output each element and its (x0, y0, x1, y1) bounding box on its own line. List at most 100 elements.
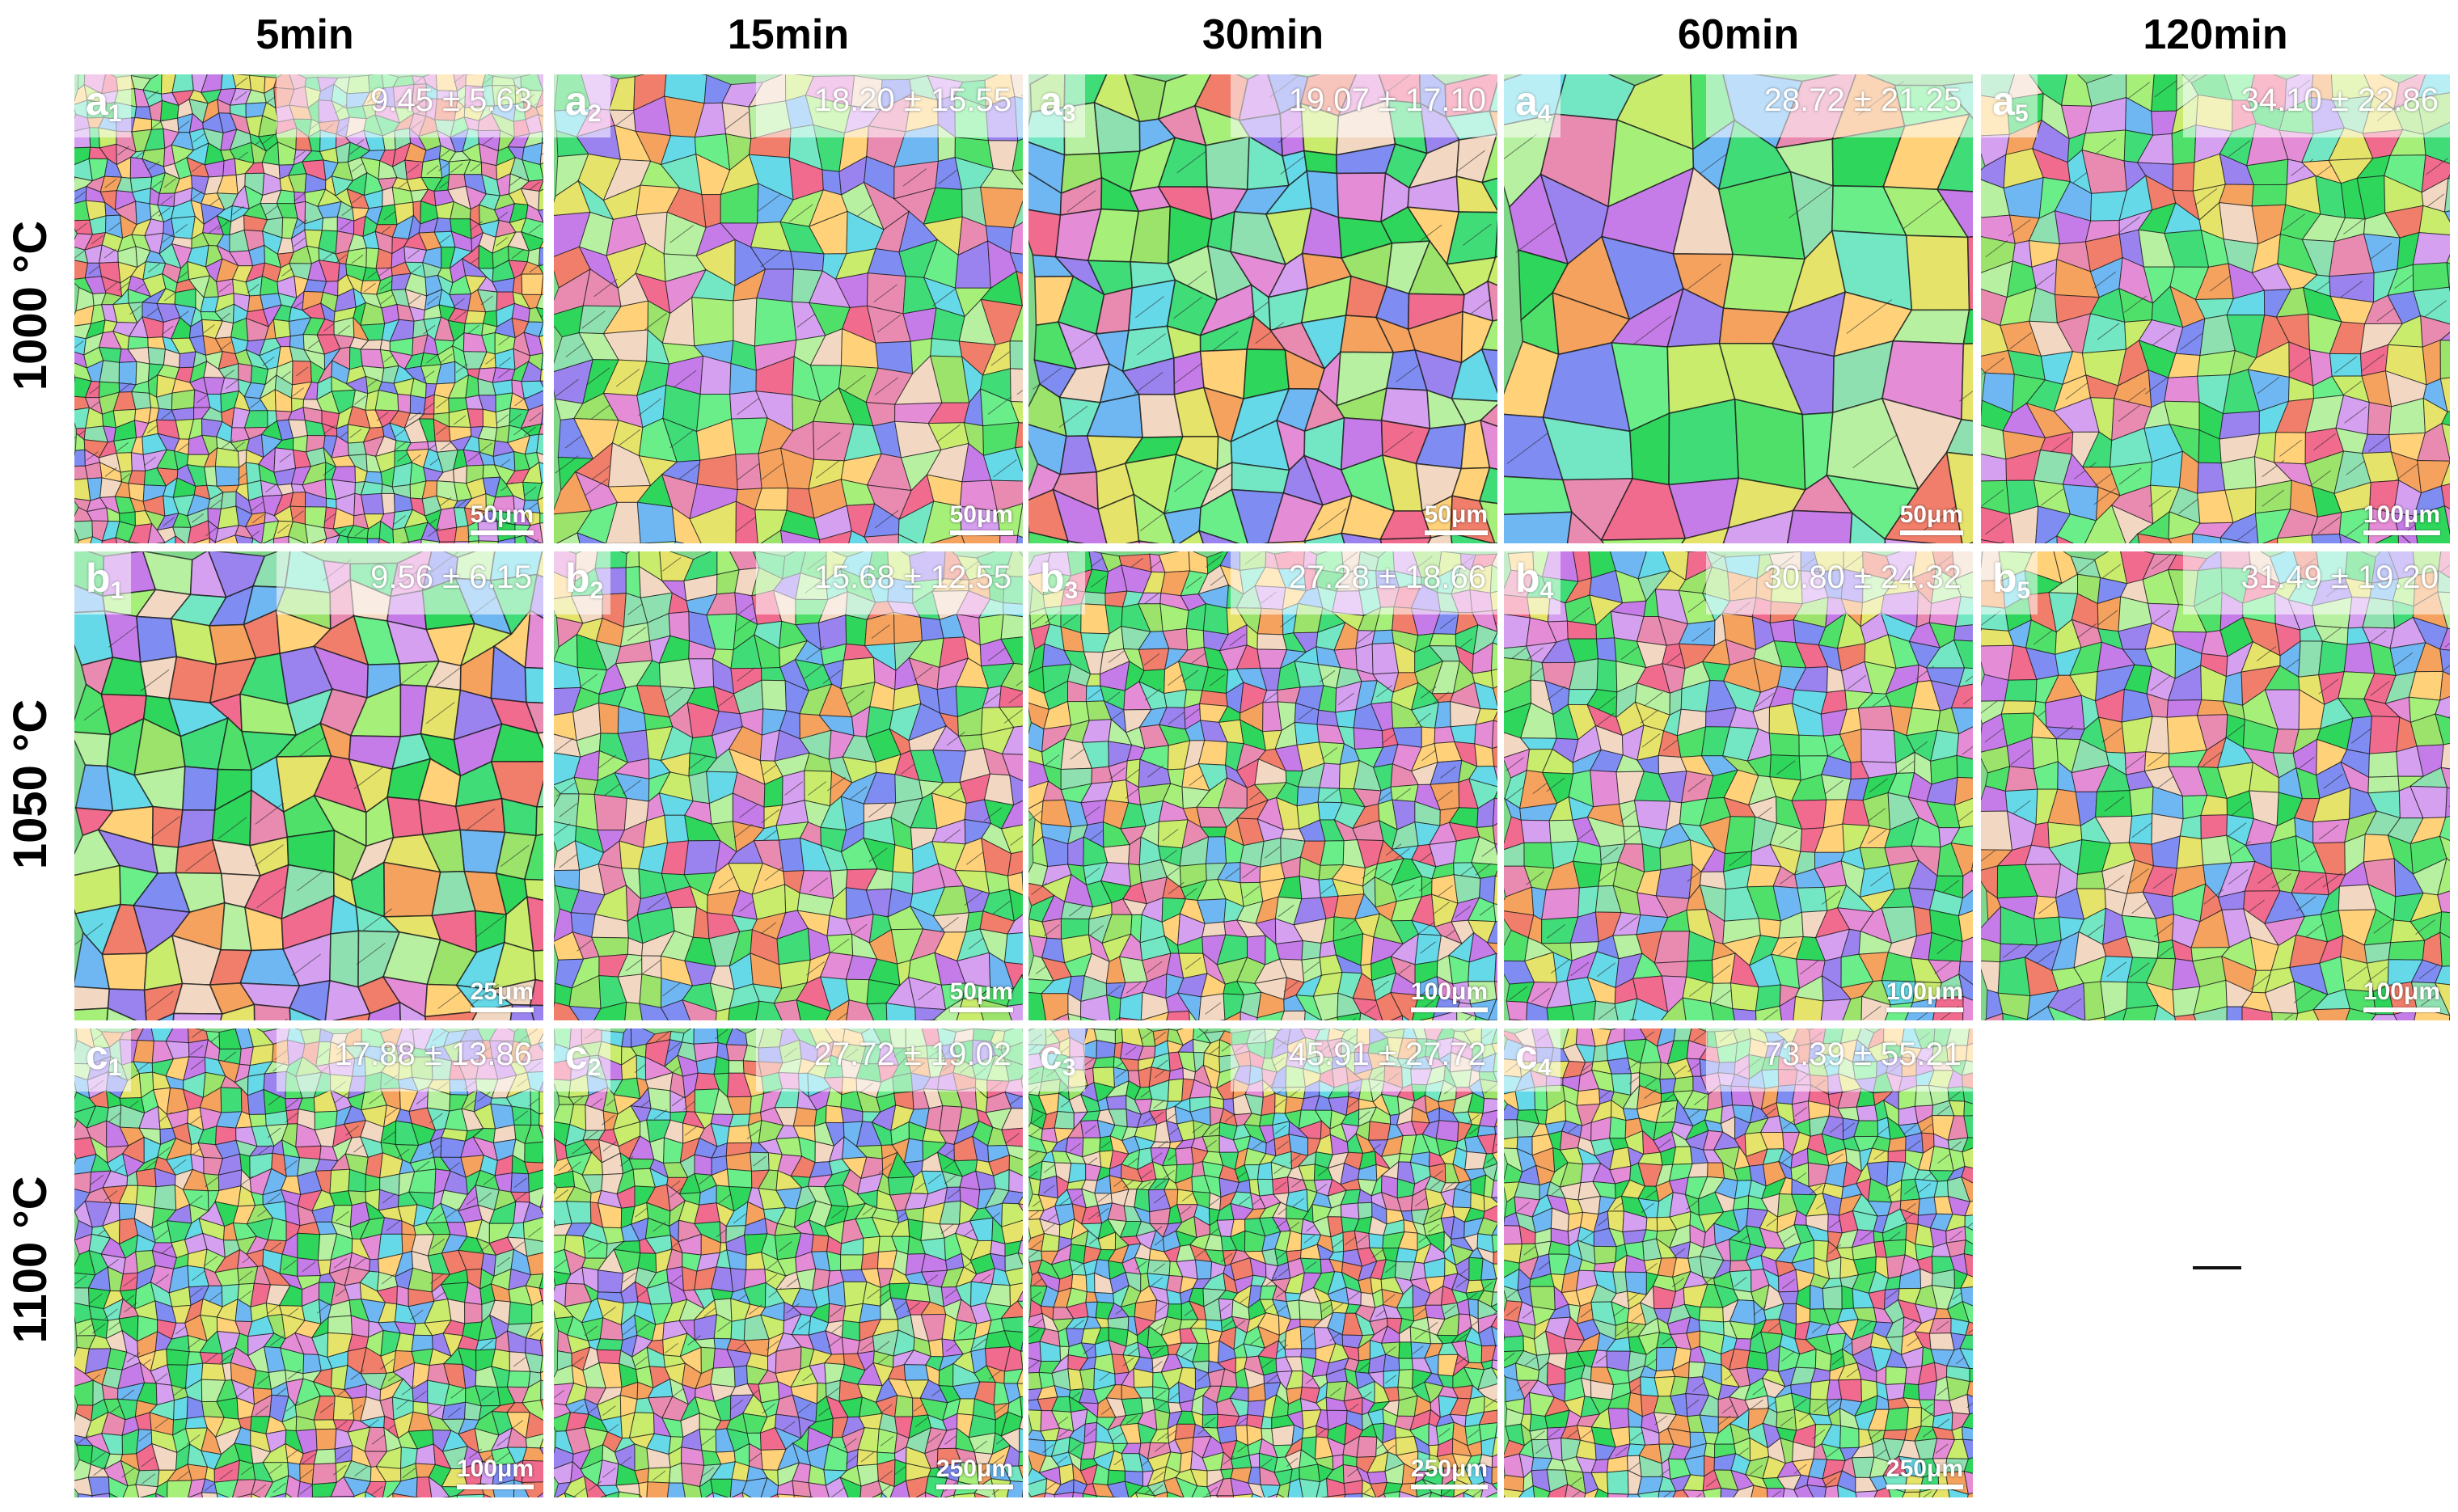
scale-bar-label: 100μm (1886, 978, 1963, 1005)
grain-orientation-map (74, 1028, 543, 1497)
panel-letter-main: c (86, 1033, 108, 1078)
grain-orientation-map (1981, 551, 2450, 1020)
panel-label-strip: a5 34.10 ± 22.86 (1981, 74, 2450, 137)
scale-bar: 25μm (470, 978, 534, 1012)
column-header-15min: 15min (727, 11, 850, 58)
grain-size-stat: 18.20 ± 15.55 (813, 82, 1011, 118)
scale-bar: 100μm (1886, 978, 1963, 1012)
grain-size-stat: 45.91 ± 27.72 (1288, 1037, 1486, 1072)
grain-size-stat: 19.07 ± 17.10 (1288, 82, 1486, 118)
scale-bar-label: 50μm (1899, 501, 1963, 528)
scale-bar: 50μm (1899, 501, 1963, 535)
grain-orientation-map (74, 74, 543, 543)
scale-bar: 50μm (470, 501, 534, 535)
scale-bar-label: 100μm (1410, 978, 1488, 1005)
panel-letter-subscript: 2 (587, 100, 602, 127)
panel-label-strip: b5 31.49 ± 19.20 (1981, 551, 2450, 615)
scale-bar-label: 50μm (470, 501, 534, 528)
panel-label-strip: b1 9.56 ± 6.15 (74, 551, 543, 615)
ebsd-panel-c1: c1 17.88 ± 13.86 100μm (74, 1028, 543, 1497)
panel-letter: c4 (1515, 1032, 1552, 1082)
scale-bar: 250μm (1410, 1455, 1488, 1489)
ebsd-panel-c2: c2 27.72 ± 19.02 250μm (554, 1028, 1023, 1497)
scale-bar-line (2363, 530, 2440, 535)
ebsd-panel-b4: b4 30.80 ± 24.32 100μm (1504, 551, 1973, 1020)
ebsd-panel-a4: a4 28.72 ± 21.25 50μm (1504, 74, 1973, 543)
scale-bar: 100μm (2363, 978, 2440, 1012)
column-header-5min: 5min (256, 11, 354, 58)
scale-bar-label: 50μm (949, 501, 1013, 528)
scale-bar-label: 50μm (1424, 501, 1488, 528)
panel-letter-subscript: 4 (1539, 577, 1554, 604)
ebsd-panel-c3: c3 45.91 ± 27.72 250μm (1028, 1028, 1497, 1497)
panel-letter-subscript: 5 (2014, 100, 2029, 127)
scale-bar: 100μm (456, 1455, 534, 1489)
scale-bar-label: 250μm (935, 1455, 1013, 1482)
panel-letter: a2 (565, 78, 602, 128)
panel-letter-subscript: 4 (1537, 100, 1552, 127)
panel-letter-main: b (1992, 555, 2017, 601)
row-header-1000C: 1000 °C (4, 220, 57, 391)
scale-bar: 250μm (935, 1455, 1013, 1489)
scale-bar-line (949, 1007, 1013, 1012)
panel-letter-main: b (86, 555, 111, 601)
column-header-30min: 30min (1202, 11, 1324, 58)
grain-orientation-map (1981, 74, 2450, 543)
panel-letter-main: a (1992, 78, 2015, 124)
grain-orientation-map (1028, 1028, 1497, 1497)
ebsd-panel-c4: c4 73.39 ± 55.21 250μm (1504, 1028, 1973, 1497)
grain-size-stat: 15.68 ± 12.55 (813, 560, 1011, 595)
panel-letter: c3 (1040, 1032, 1076, 1082)
panel-letter: c2 (565, 1032, 602, 1082)
scale-bar-label: 50μm (949, 978, 1013, 1005)
scale-bar-line (470, 530, 534, 535)
panel-letter-main: b (1515, 555, 1540, 601)
grain-orientation-map (1504, 74, 1973, 543)
grain-orientation-map (1504, 1028, 1973, 1497)
scale-bar-label: 25μm (470, 978, 534, 1005)
panel-letter-subscript: 3 (1064, 577, 1079, 604)
panel-label-strip: c1 17.88 ± 13.86 (74, 1028, 543, 1092)
scale-bar-line (470, 1007, 534, 1012)
panel-letter: b4 (1515, 555, 1553, 605)
scale-bar-label: 250μm (1410, 1455, 1488, 1482)
panel-letter-main: a (565, 78, 588, 124)
ebsd-panel-b1: b1 9.56 ± 6.15 25μm (74, 551, 543, 1020)
grain-orientation-map (1028, 551, 1497, 1020)
row-header-1100C: 1100 °C (4, 1176, 57, 1344)
grain-size-stat: 34.10 ± 22.86 (2240, 82, 2439, 118)
panel-letter-main: c (565, 1033, 588, 1078)
scale-bar-label: 250μm (1886, 1455, 1963, 1482)
panel-letter-main: a (86, 78, 108, 124)
scale-bar-line (2363, 1007, 2440, 1012)
panel-letter: c1 (86, 1032, 122, 1082)
scale-bar-line (1886, 1007, 1963, 1012)
grain-size-stat: 27.28 ± 18.66 (1288, 560, 1486, 595)
panel-letter-subscript: 3 (1062, 100, 1076, 127)
grain-orientation-map (74, 551, 543, 1020)
panel-letter: a4 (1515, 78, 1552, 128)
scale-bar-line (949, 530, 1013, 535)
panel-letter-subscript: 5 (2017, 577, 2031, 604)
scale-bar: 250μm (1886, 1455, 1963, 1489)
panel-letter-main: b (1040, 555, 1065, 601)
scale-bar: 50μm (949, 978, 1013, 1012)
scale-bar-label: 100μm (2363, 501, 2440, 528)
column-header-60min: 60min (1677, 11, 1800, 58)
scale-bar-line (935, 1485, 1013, 1489)
scale-bar-line (456, 1485, 534, 1489)
ebsd-panel-b2: b2 15.68 ± 12.55 50μm (554, 551, 1023, 1020)
grain-size-stat: 28.72 ± 21.25 (1763, 82, 1962, 118)
ebsd-panel-a3: a3 19.07 ± 17.10 50μm (1028, 74, 1497, 543)
panel-letter-subscript: 2 (587, 1054, 602, 1081)
grain-size-stat: 30.80 ± 24.32 (1763, 560, 1962, 595)
ebsd-panel-b5: b5 31.49 ± 19.20 100μm (1981, 551, 2450, 1020)
panel-label-strip: a3 19.07 ± 17.10 (1028, 74, 1497, 137)
panel-label-strip: c4 73.39 ± 55.21 (1504, 1028, 1973, 1092)
scale-bar: 100μm (1410, 978, 1488, 1012)
panel-letter-main: c (1515, 1033, 1538, 1078)
grain-size-stat: 73.39 ± 55.21 (1763, 1037, 1962, 1072)
grain-size-stat: 17.88 ± 13.86 (334, 1037, 532, 1072)
panel-label-strip: a4 28.72 ± 21.25 (1504, 74, 1973, 137)
ebsd-panel-a1: a1 9.45 ± 5.63 50μm (74, 74, 543, 543)
